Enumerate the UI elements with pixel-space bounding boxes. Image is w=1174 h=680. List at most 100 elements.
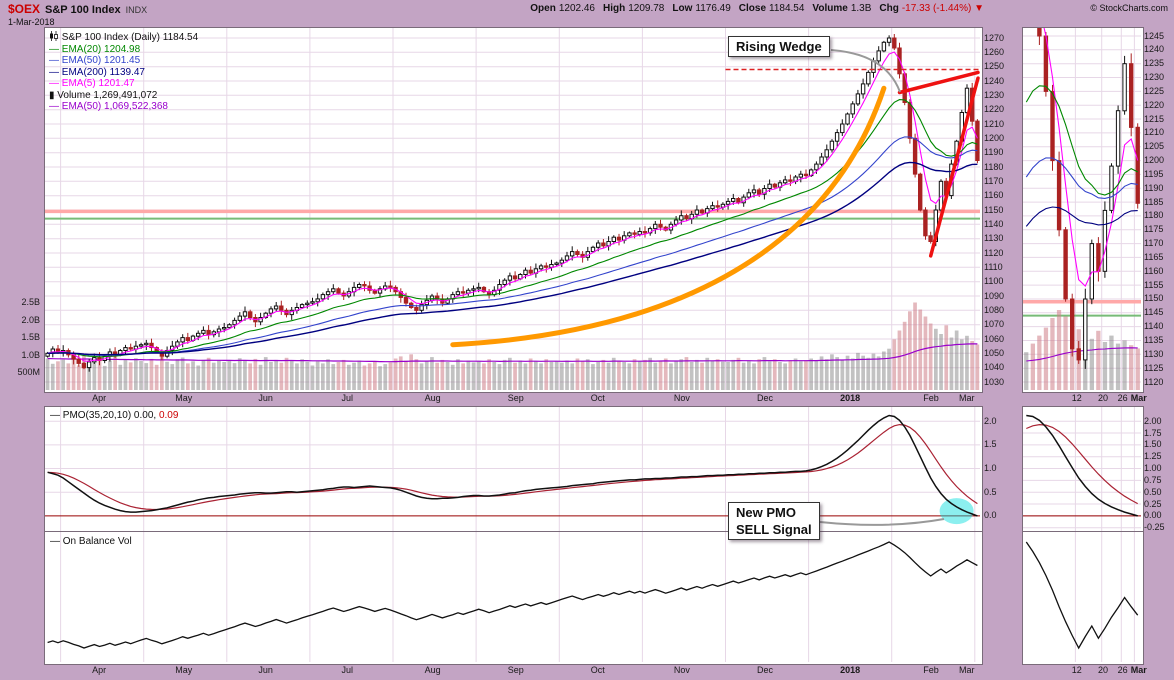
quote-label: Low <box>672 3 693 14</box>
mini-price-axis-label: 1145 <box>1144 307 1164 318</box>
quote-value: 1209.78 <box>628 3 665 14</box>
price-axis-label: 1160 <box>984 190 1004 201</box>
mini-obv-panel <box>1022 531 1144 665</box>
month-label: Mar <box>959 665 975 675</box>
symbol-name: S&P 100 Index <box>45 4 121 16</box>
mini-pmo-axis-label: 0.75 <box>1144 474 1162 485</box>
month-label: Aug <box>424 393 441 403</box>
annotation-rising-wedge: Rising Wedge <box>728 36 830 57</box>
mini-price-axis-label: 1220 <box>1144 99 1165 110</box>
mini-price-axis-label: 1180 <box>1144 210 1164 221</box>
symbol: $OEX <box>8 2 41 16</box>
price-axis-label: 1130 <box>984 233 1004 244</box>
price-axis-label: 1080 <box>984 304 1005 315</box>
mini-price-axis-label: 1140 <box>1144 321 1164 332</box>
quote-label: Chg <box>879 3 899 14</box>
month-label: Oct <box>590 665 605 675</box>
legend-item: — EMA(20) 1204.98 <box>49 43 141 55</box>
mini-price-axis-label: 1195 <box>1144 168 1164 179</box>
pmo-sell-text-2: SELL Signal <box>736 522 812 537</box>
pmo-signal-value: 0.09 <box>158 410 179 421</box>
price-axis-label: 1060 <box>984 333 1005 344</box>
mini-price-axis-label: 1170 <box>1144 238 1164 249</box>
mini-price-axis-label: 1130 <box>1144 348 1164 359</box>
mini-pmo-axis-label: 0.50 <box>1144 486 1162 497</box>
month-label: Jun <box>258 665 273 675</box>
quote-label: Open <box>530 3 556 14</box>
month-label: Feb <box>923 665 939 675</box>
price-axis-label: 1150 <box>984 204 1004 215</box>
price-axis-label: 1180 <box>984 161 1004 172</box>
mini-price-axis-label: 1235 <box>1144 58 1165 69</box>
mini-price-axis-label: 1190 <box>1144 182 1164 193</box>
month-label: 2018 <box>840 665 861 675</box>
price-axis-label: 1120 <box>984 247 1004 258</box>
month-label: Oct <box>590 393 605 403</box>
legend-item: — EMA(5) 1201.47 <box>49 78 135 89</box>
price-axis-label: 1090 <box>984 290 1005 301</box>
legend-item: — EMA(200) 1139.47 <box>49 66 145 78</box>
quote-value: 1202.46 <box>558 3 595 14</box>
mini-price-axis-label: 1160 <box>1144 265 1164 276</box>
watermark: © StockCharts.com <box>1090 3 1168 13</box>
month-label: Mar <box>959 393 975 403</box>
mini-price-axis-label: 1120 <box>1144 376 1164 387</box>
price-axis-label: 1050 <box>984 347 1005 358</box>
month-label: Aug <box>424 665 441 675</box>
main-price-chart <box>45 28 980 390</box>
mini-pmo-axis-label: -0.25 <box>1144 522 1165 533</box>
price-axis-label: 1240 <box>984 75 1005 86</box>
quote-label: High <box>603 3 626 14</box>
mini-pmo-chart <box>1023 407 1141 531</box>
legend-title: S&P 100 Index (Daily) 1184.54 <box>49 31 198 44</box>
pmo-line-swatch: — <box>50 410 60 421</box>
mini-date-label: 20 <box>1097 665 1108 675</box>
exchange: INDX <box>125 5 148 15</box>
pmo-axis-label: 1.5 <box>984 439 997 450</box>
mini-price-axis-label: 1155 <box>1144 279 1164 290</box>
pmo-panel <box>44 406 983 534</box>
month-label: Dec <box>757 393 774 403</box>
volume-axis-label: 500M <box>17 367 40 377</box>
price-axis-label: 1070 <box>984 319 1005 330</box>
mini-pmo-axis-label: 0.25 <box>1144 498 1162 509</box>
month-label: Sep <box>507 393 524 403</box>
mini-pmo-axis-label: 1.00 <box>1144 463 1162 474</box>
mini-price-axis-label: 1135 <box>1144 334 1164 345</box>
mini-price-axis-label: 1175 <box>1144 224 1164 235</box>
volume-axis-label: 1.0B <box>21 349 40 360</box>
mini-pmo-axis-label: 2.00 <box>1144 415 1162 426</box>
mini-price-axis-label: 1225 <box>1144 85 1165 96</box>
price-axis-label: 1220 <box>984 104 1005 115</box>
volume-axis-label: 2.5B <box>21 297 40 307</box>
obv-legend: — On Balance Vol <box>50 536 132 547</box>
mini-pmo-axis-label: 0.00 <box>1144 510 1162 521</box>
quote-label: Volume <box>812 3 848 14</box>
month-label: Apr <box>92 393 107 403</box>
price-axis-label: 1110 <box>984 261 1003 272</box>
legend-item: — EMA(50) 1201.45 <box>49 55 141 66</box>
mini-price-axis-label: 1210 <box>1144 127 1165 138</box>
pmo-axis-label: 1.0 <box>984 463 997 474</box>
mini-price-axis-label: 1245 <box>1144 30 1165 41</box>
month-label: May <box>175 393 193 403</box>
mini-date-label: 12 <box>1071 393 1082 403</box>
month-label: Sep <box>507 665 524 675</box>
pmo-axis-label: 2.0 <box>984 415 997 426</box>
obv-chart <box>47 532 978 662</box>
month-label: Nov <box>673 393 690 403</box>
pmo-legend-text: PMO(35,20,10) 0.00, <box>62 410 157 421</box>
mini-pmo-axis-label: 1.50 <box>1144 439 1162 450</box>
month-label: Jun <box>258 393 273 403</box>
price-axis-label: 1100 <box>984 276 1004 287</box>
month-label: Apr <box>92 665 107 675</box>
mini-price-chart <box>1023 28 1141 390</box>
month-label: Nov <box>673 665 690 675</box>
mini-price-axis-label: 1165 <box>1144 251 1164 262</box>
quote-value: -17.33 (-1.44%) ▼ <box>901 3 984 14</box>
mini-date-label: Mar <box>1130 393 1147 403</box>
price-axis-label: 1190 <box>984 147 1004 158</box>
quote-label: Close <box>738 3 767 14</box>
legend-item: — EMA(50) 1,069,522,368 <box>49 101 168 112</box>
price-axis-label: 1270 <box>984 32 1005 43</box>
